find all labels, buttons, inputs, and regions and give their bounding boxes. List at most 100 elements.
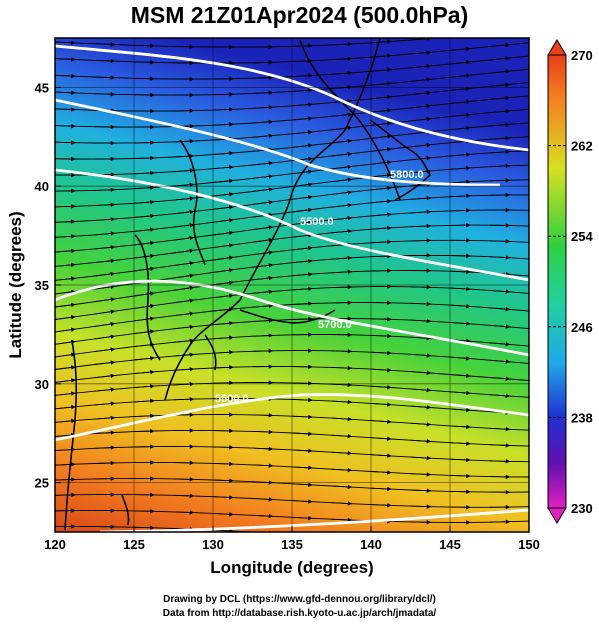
colorbar-tick-label: 262 bbox=[571, 139, 593, 154]
wind-arrow bbox=[449, 193, 471, 199]
wind-arrow bbox=[291, 465, 313, 471]
gridlines bbox=[55, 38, 529, 532]
wind-arrow bbox=[212, 178, 234, 184]
wind-arrow bbox=[55, 204, 76, 209]
wind-arrow bbox=[489, 56, 511, 61]
wind-arrow bbox=[252, 275, 274, 281]
wind-arrow bbox=[291, 220, 313, 226]
wind-arrow bbox=[291, 258, 313, 264]
wind-arrow bbox=[133, 342, 155, 348]
wind-arrow bbox=[410, 50, 432, 55]
colorbar-tick-label: 270 bbox=[571, 48, 593, 63]
wind-arrow bbox=[370, 486, 392, 492]
wind-arrow bbox=[449, 321, 471, 326]
wind-arrow bbox=[291, 397, 313, 403]
wind-arrow bbox=[252, 225, 274, 231]
wind-arrow bbox=[133, 213, 155, 219]
wind-arrow bbox=[212, 267, 234, 273]
x-tick-label: 145 bbox=[439, 537, 461, 552]
wind-arrow bbox=[94, 297, 116, 303]
wind-arrow bbox=[370, 436, 392, 442]
x-tick-label: 130 bbox=[202, 537, 224, 552]
wind-arrow bbox=[489, 95, 511, 101]
wind-arrow bbox=[410, 422, 432, 427]
wind-arrow bbox=[94, 387, 116, 392]
wind-arrow bbox=[133, 525, 155, 530]
wind-arrow bbox=[55, 140, 76, 145]
wind-arrow bbox=[410, 169, 432, 174]
wind-arrow bbox=[252, 289, 274, 295]
wind-arrow bbox=[370, 453, 392, 458]
wind-arrow bbox=[291, 88, 313, 93]
wind-arrow bbox=[55, 378, 76, 383]
wind-arrow bbox=[55, 123, 76, 129]
wind-arrow bbox=[449, 441, 471, 446]
wind-arrow bbox=[410, 301, 432, 307]
wind-arrow bbox=[370, 134, 392, 139]
x-axis-label: Longitude (degrees) bbox=[210, 558, 374, 577]
wind-arrow bbox=[291, 116, 313, 121]
wind-arrow bbox=[252, 174, 274, 179]
wind-arrow bbox=[94, 202, 116, 208]
wind-arrow bbox=[291, 102, 313, 107]
y-tick-label: 35 bbox=[35, 278, 49, 293]
wind-arrow bbox=[212, 365, 234, 370]
wind-arrow bbox=[331, 151, 353, 157]
wind-arrow bbox=[410, 238, 432, 243]
wind-arrow bbox=[489, 178, 511, 183]
wind-arrow bbox=[291, 195, 313, 200]
wind-arrow bbox=[212, 230, 234, 236]
wind-arrow bbox=[489, 42, 511, 48]
wind-arrow bbox=[252, 133, 274, 139]
wind-arrow bbox=[252, 333, 274, 338]
wind-arrow bbox=[410, 318, 432, 324]
wind-arrow bbox=[212, 445, 234, 450]
wind-arrow bbox=[55, 352, 76, 358]
wind-arrow bbox=[449, 253, 471, 259]
wind-arrow bbox=[94, 187, 116, 193]
wind-arrow bbox=[370, 39, 392, 44]
wind-arrow bbox=[331, 399, 353, 405]
wind-arrow bbox=[94, 401, 116, 406]
wind-arrow bbox=[212, 151, 234, 156]
wind-arrow bbox=[133, 76, 155, 81]
wind-arrow bbox=[133, 170, 155, 176]
wind-arrow bbox=[55, 234, 76, 239]
wind-arrow bbox=[212, 511, 234, 517]
wind-arrow bbox=[252, 119, 274, 125]
wind-arrow bbox=[449, 356, 471, 361]
wind-arrow bbox=[173, 324, 195, 330]
wind-arrow bbox=[370, 121, 392, 126]
wind-arrow bbox=[449, 269, 471, 275]
wind-arrow bbox=[133, 398, 155, 404]
wind-arrow bbox=[449, 303, 471, 309]
x-tick-label: 140 bbox=[360, 537, 382, 552]
wind-arrow bbox=[291, 245, 313, 251]
wind-arrow bbox=[410, 209, 432, 215]
wind-arrow bbox=[410, 488, 432, 493]
wind-arrow bbox=[449, 473, 471, 479]
wind-arrow bbox=[489, 443, 511, 448]
wind-arrow bbox=[489, 255, 511, 260]
wind-arrow bbox=[212, 217, 234, 223]
wind-arrow bbox=[410, 77, 432, 82]
wind-arrow bbox=[252, 187, 274, 192]
wind-arrow bbox=[410, 455, 432, 461]
wind-arrow bbox=[173, 285, 195, 291]
wind-arrow bbox=[212, 293, 234, 299]
wind-arrow bbox=[55, 462, 76, 467]
wind-arrow bbox=[291, 207, 313, 213]
wind-arrow bbox=[370, 333, 392, 339]
x-axis: 120 125 130 135 140 145 150 bbox=[44, 526, 540, 552]
wind-arrow bbox=[410, 370, 432, 375]
wind-arrow bbox=[449, 424, 471, 430]
wind-arrow bbox=[370, 503, 392, 508]
wind-arrow bbox=[449, 208, 471, 213]
wind-arrow bbox=[212, 107, 234, 112]
wind-arrow bbox=[133, 316, 155, 322]
colorbar-ticks: 270 262 254 246 238 230 bbox=[548, 48, 593, 516]
credit-data: Data from http://database.rish.kyoto-u.a… bbox=[162, 608, 437, 619]
wind-arrow bbox=[133, 253, 155, 259]
wind-arrow bbox=[449, 390, 471, 396]
wind-arrow bbox=[94, 415, 116, 421]
